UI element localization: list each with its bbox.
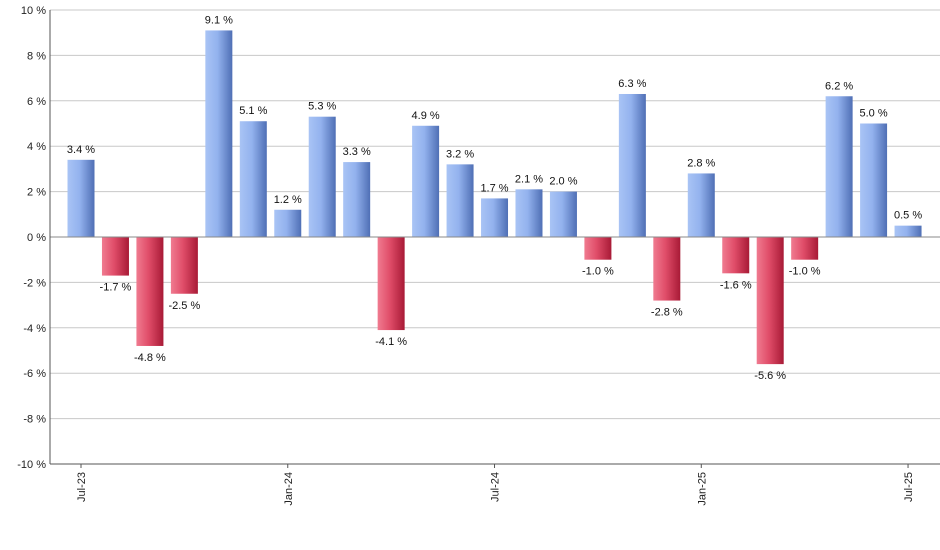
bar [515, 189, 543, 237]
y-tick-label: 6 % [27, 96, 46, 108]
bar [239, 121, 267, 237]
bar [412, 125, 440, 237]
bar [308, 116, 336, 237]
data-label: -2.5 % [168, 300, 200, 312]
data-label: 4.9 % [412, 110, 440, 122]
bar [653, 237, 681, 301]
data-label: 2.8 % [687, 157, 715, 169]
y-tick-label: 8 % [27, 50, 46, 62]
x-tick-label: Jan-25 [696, 472, 708, 506]
data-labels: 3.4 % -1.7 % -4.8 % -2.5 % 9.1 % 5.1 % 1.2 % 5.… [67, 14, 922, 382]
bar [481, 198, 509, 237]
bar [343, 162, 371, 237]
data-label: -1.0 % [789, 266, 821, 278]
bar [825, 96, 853, 237]
bar [377, 237, 405, 331]
bar [618, 93, 646, 238]
data-label: -4.1 % [375, 336, 407, 348]
data-label: 5.1 % [239, 105, 267, 117]
bars [67, 30, 922, 365]
data-label: -1.6 % [720, 279, 752, 291]
data-label: -4.8 % [134, 352, 166, 364]
bar [756, 237, 784, 365]
data-label: 2.0 % [549, 176, 577, 188]
bar [101, 237, 129, 276]
data-label: 5.3 % [308, 101, 336, 113]
bar [584, 237, 612, 260]
data-label: 6.2 % [825, 80, 853, 92]
bar [205, 30, 233, 238]
data-label: -2.8 % [651, 307, 683, 319]
grid-lines [50, 9, 940, 420]
y-tick-label: -8 % [23, 414, 46, 426]
data-label: 0.5 % [894, 210, 922, 222]
y-tick-label: 2 % [27, 187, 46, 199]
x-tick-label: Jul-23 [76, 472, 88, 502]
bar [136, 237, 164, 346]
data-label: -5.6 % [754, 370, 786, 382]
x-tick-label: Jan-24 [283, 472, 295, 506]
axes [49, 10, 940, 468]
bar [687, 173, 715, 237]
y-tick-label: 4 % [27, 141, 46, 153]
bar [274, 209, 302, 237]
bar [549, 191, 577, 237]
x-tick-label: Jul-25 [903, 472, 915, 502]
data-label: 6.3 % [618, 78, 646, 90]
y-tick-label: -4 % [23, 323, 46, 335]
data-label: 1.2 % [274, 194, 302, 206]
data-label: -1.0 % [582, 266, 614, 278]
bar [894, 225, 922, 237]
data-label: 1.7 % [480, 182, 508, 194]
y-tick-label: 0 % [27, 232, 46, 244]
y-tick-label: -10 % [17, 459, 46, 471]
data-label: 3.3 % [343, 146, 371, 158]
data-label: 3.4 % [67, 144, 95, 156]
data-label: 2.1 % [515, 173, 543, 185]
bar [860, 123, 888, 237]
data-label: 9.1 % [205, 14, 233, 26]
data-label: 5.0 % [860, 108, 888, 120]
bar [67, 159, 95, 237]
data-label: 3.2 % [446, 148, 474, 160]
data-label: -1.7 % [100, 282, 132, 294]
y-tick-label: -2 % [23, 277, 46, 289]
x-axis-tick-labels: Jul-23 Jan-24 Jul-24 Jan-25 Jul-25 [76, 472, 915, 506]
bar [446, 164, 474, 237]
x-tick-label: Jul-24 [490, 472, 502, 502]
bar [170, 237, 198, 294]
bar [791, 237, 819, 260]
y-tick-label: -6 % [23, 368, 46, 380]
y-axis-tick-labels: 10 % 8 % 6 % 4 % 2 % 0 % -2 % -4 % -6 % -8 % -10 % [17, 5, 46, 471]
bar [722, 237, 750, 274]
y-tick-label: 10 % [21, 5, 46, 17]
